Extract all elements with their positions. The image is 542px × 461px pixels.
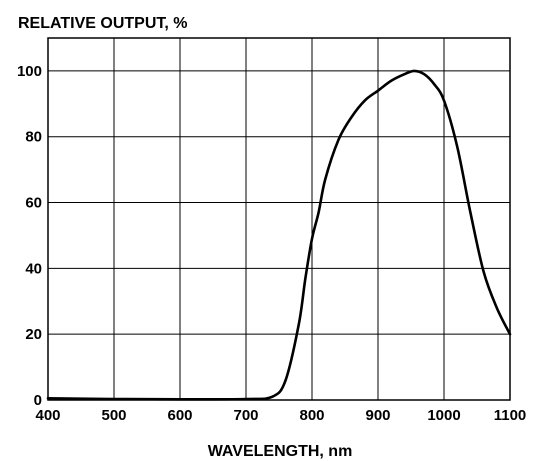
x-tick-label: 700 xyxy=(233,407,258,424)
plot-frame xyxy=(47,37,511,401)
y-axis-label: RELATIVE OUTPUT, % xyxy=(18,15,188,32)
series-line xyxy=(46,69,512,401)
grid-layer xyxy=(47,37,511,401)
x-tick-label: 600 xyxy=(167,407,192,424)
y-tick-label: 80 xyxy=(25,129,42,146)
x-tick-label: 400 xyxy=(35,407,60,424)
x-tick-label: 800 xyxy=(299,407,324,424)
tick-layer: 400 500 600 700 800 900 1000 1100 0 20 40 60 80 100 xyxy=(17,63,526,424)
x-axis-label: WAVELENGTH, nm xyxy=(208,443,353,460)
x-tick-label: 1100 xyxy=(494,407,527,424)
y-tick-label: 40 xyxy=(25,260,42,277)
y-tick-label: 60 xyxy=(25,195,42,212)
y-tick-label: 20 xyxy=(25,326,42,343)
x-tick-label: 1000 xyxy=(427,407,460,424)
series-layer xyxy=(46,69,512,401)
x-tick-label: 500 xyxy=(101,407,126,424)
x-tick-label: 900 xyxy=(365,407,390,424)
y-tick-label: 0 xyxy=(34,392,42,409)
y-tick-label: 100 xyxy=(17,63,42,80)
